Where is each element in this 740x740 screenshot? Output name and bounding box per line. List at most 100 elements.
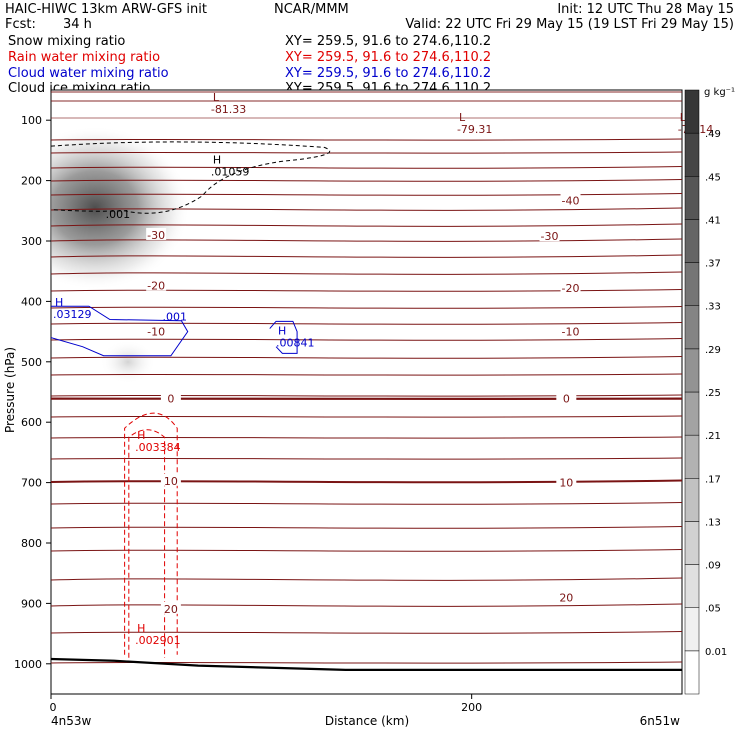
y-tick-label: 800	[21, 537, 42, 550]
colorbar-label: .29	[705, 345, 721, 356]
isotherm-line	[51, 661, 682, 664]
isotherm-label: 0	[563, 393, 570, 406]
colorbar-label: .21	[705, 431, 721, 442]
isotherm-line	[51, 306, 682, 309]
isotherm-line	[51, 415, 682, 418]
isotherm-label-bg	[539, 229, 560, 242]
colorbar-swatch	[684, 89, 700, 134]
extremum-marker: L	[459, 111, 466, 124]
colorbar-label: .05	[705, 604, 721, 615]
isotherm-label: -10	[562, 326, 580, 339]
colorbar-swatch	[684, 262, 700, 306]
isotherm-line	[51, 322, 682, 325]
isotherm-line	[51, 577, 682, 581]
forecast-hour: 34 h	[63, 17, 92, 32]
isotherm-label-bg	[160, 601, 181, 614]
colorbar-label: .33	[705, 302, 721, 313]
isotherm-line	[51, 603, 682, 607]
isotherm-label-bg	[556, 475, 577, 488]
isotherm-label-bg	[560, 281, 581, 294]
isotherm-line	[51, 502, 682, 505]
isotherm-line	[51, 254, 682, 258]
isotherm-label-bg	[556, 590, 577, 603]
extremum-value: .03129	[53, 308, 92, 321]
y-tick-label: 400	[21, 295, 42, 308]
contour-value-label: .001	[162, 311, 187, 324]
colorbar-label: .09	[705, 561, 721, 572]
x-tick-label: 200	[461, 701, 482, 714]
isotherm-label: -40	[562, 195, 580, 208]
extremum-marker: H	[137, 429, 145, 442]
isotherm-line	[51, 631, 682, 634]
extremum-marker: H	[278, 325, 286, 338]
x-axis: 0 200	[50, 694, 482, 714]
cloud-water-contour	[269, 320, 298, 354]
isotherm-label-bg	[556, 391, 577, 404]
extremum-value: -79.31	[457, 123, 492, 136]
isotherm-line	[51, 207, 682, 211]
isotherm-line	[51, 151, 682, 154]
colorbar-label: .41	[705, 215, 721, 226]
x-tick-label: 0	[50, 701, 57, 714]
y-tick-label: 600	[21, 416, 42, 429]
isotherm-line	[51, 356, 682, 359]
colorbar-swatch	[684, 219, 700, 263]
isotherm-label: -10	[147, 326, 165, 339]
colorbar-swatch	[684, 434, 700, 479]
model-title: HAIC-HIWC 13km ARW-GFS init	[5, 2, 207, 17]
colorbar-swatch	[684, 132, 700, 177]
field-xy-rain: XY= 259.5, 91.6 to 274.6,110.2	[285, 50, 492, 65]
colorbar-swatch	[684, 564, 700, 608]
colorbar-label: .49	[705, 129, 721, 140]
freezing-line	[51, 397, 682, 401]
isotherm-line	[51, 179, 682, 182]
forecast-label: Fcst:	[5, 17, 36, 32]
isotherm-label-bg	[560, 193, 581, 206]
isotherm-label: -30	[147, 229, 165, 242]
extremum-value: .00841	[276, 337, 315, 350]
colorbar-swatch	[684, 391, 700, 436]
contour-labels: -40-30 -30-20 -20-10 -100 010 102020L-81.33L-…	[53, 91, 713, 647]
colorbar-label: .13	[705, 517, 721, 528]
y-axis: 100 200 300 400 500 600 700 800 900 1000	[14, 114, 51, 671]
colorbar-swatch	[684, 650, 700, 695]
y-axis-label: Pressure (hPa)	[3, 347, 17, 433]
extremum-marker: H	[137, 622, 145, 635]
extremum-value: .01059	[211, 166, 250, 179]
isotherm-line	[51, 223, 682, 227]
extremum-marker: L	[213, 91, 220, 104]
colorbar: 0.01 .05 .09 .13 .17 .21 .25 .29 .33 .37 .41 .45 .49	[684, 89, 727, 695]
isotherm-line	[51, 338, 682, 341]
isotherm-label: -30	[541, 230, 559, 243]
y-tick-label: 900	[21, 597, 42, 610]
isotherm-label-bg	[146, 278, 167, 291]
isotherm-label-bg	[146, 227, 167, 240]
colorbar-label: .25	[705, 388, 721, 399]
colorbar-label: .37	[705, 259, 721, 270]
isotherm-line	[51, 193, 682, 196]
x-axis-label: Distance (km)	[325, 714, 409, 728]
init-time: Init: 12 UTC Thu 28 May 15	[557, 2, 734, 17]
isotherm-label-bg	[160, 391, 181, 404]
y-tick-label: 200	[21, 175, 42, 188]
y-tick-label: 1000	[14, 658, 42, 671]
field-xy-cloud-water: XY= 259.5, 91.6 to 274.6,110.2	[285, 66, 492, 81]
colorbar-label: 0.01	[705, 647, 727, 658]
cloud-ice-contour	[51, 141, 331, 214]
colorbar-unit: g kg⁻¹	[704, 87, 735, 98]
isotherm-line	[51, 373, 682, 376]
isotherm-line	[51, 138, 682, 141]
colorbar-swatch	[684, 305, 700, 350]
terrain-line	[51, 657, 682, 671]
x-endpoint-right: 6n51w	[640, 714, 681, 728]
field-xy-snow: XY= 259.5, 91.6 to 274.6,110.2	[285, 34, 492, 49]
colorbar-swatch	[684, 348, 700, 393]
extremum-marker: L	[680, 111, 687, 124]
extremum-value: .003384	[135, 441, 181, 454]
isotherm-label: 10	[559, 477, 573, 490]
isotherm-line	[51, 457, 682, 460]
isotherm-line	[51, 289, 682, 292]
isotherm-label: 20	[164, 603, 178, 616]
isotherm-label-bg	[160, 473, 181, 486]
y-tick-label: 700	[21, 477, 42, 490]
